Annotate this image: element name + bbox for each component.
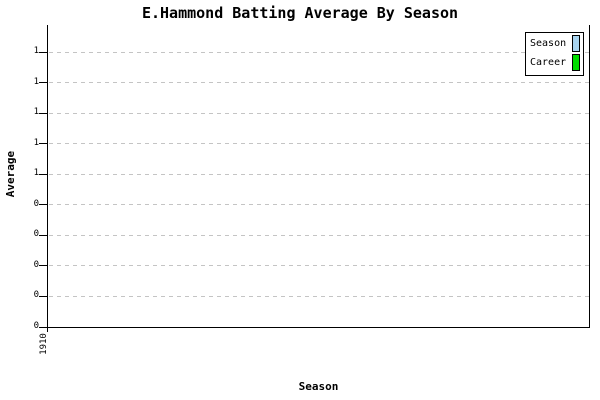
y-tick-label: 1 (33, 107, 39, 118)
y-tick-label: 0 (33, 259, 39, 270)
h-gridline (49, 234, 589, 236)
legend-label-career: Career (530, 56, 567, 68)
y-axis-tick (39, 204, 48, 206)
x-axis-title: Season (298, 380, 339, 393)
y-axis-title: Average (4, 150, 17, 198)
legend-item-career: Career (526, 53, 583, 72)
y-tick-label: 1 (33, 76, 39, 87)
y-tick-label: 0 (33, 198, 39, 209)
legend-swatch-career (572, 54, 580, 71)
y-tick-label: 0 (33, 290, 39, 301)
legend-label-season: Season (530, 37, 567, 49)
y-tick-label: 0 (33, 229, 39, 240)
legend-box: Season Career (525, 32, 584, 76)
h-gridline (49, 173, 589, 175)
h-gridline (49, 51, 589, 53)
y-axis-tick (39, 112, 48, 114)
y-tick-label: 0 (33, 321, 39, 331)
y-tick-label: 1 (33, 137, 39, 148)
x-tick-label-1910: 1910 (39, 333, 49, 355)
y-axis-tick (39, 143, 48, 145)
y-axis-tick (39, 51, 48, 53)
x-axis-tick (47, 327, 48, 332)
y-axis-tick (39, 234, 48, 236)
chart-title: E.Hammond Batting Average By Season (141, 4, 459, 22)
y-axis-tick (39, 295, 48, 297)
y-axis-tick (39, 173, 48, 175)
h-gridline (49, 204, 589, 206)
h-gridline (49, 265, 589, 267)
y-tick-label: 1 (33, 46, 39, 57)
legend-swatch-season (572, 35, 580, 52)
h-gridline (49, 143, 589, 145)
y-axis-tick (39, 326, 48, 328)
h-gridline (49, 82, 589, 84)
h-gridline (49, 295, 589, 297)
plot-area: 1 1 1 1 1 0 0 0 0 0 1910 (34, 25, 590, 355)
y-axis-tick (39, 265, 48, 267)
legend-item-season: Season (526, 34, 583, 53)
y-axis-tick (39, 82, 48, 84)
y-tick-label: 1 (33, 168, 39, 179)
h-gridline (49, 112, 589, 114)
